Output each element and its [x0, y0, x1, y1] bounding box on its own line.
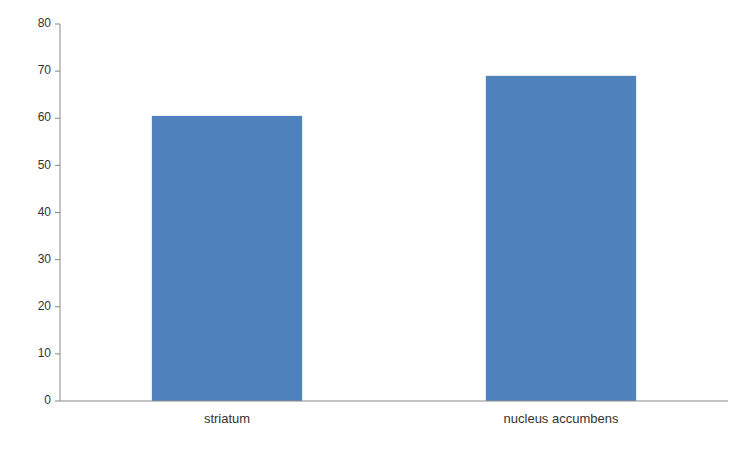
y-tick-label: 30	[38, 252, 52, 266]
chart: 0 10 20 30 40 50 60 70 80 striatum nucleus accumbe…	[0, 0, 752, 451]
y-axis: 0 10 20 30 40 50 60 70 80	[38, 16, 60, 407]
bars	[152, 76, 636, 401]
y-tick	[55, 71, 60, 72]
y-tick-label: 0	[44, 393, 51, 407]
bar	[152, 116, 302, 401]
y-tick-label: 10	[38, 346, 52, 360]
page: {"chart_data": {"type": "bar", "categori…	[0, 0, 752, 451]
y-tick	[55, 259, 60, 260]
y-tick	[55, 118, 60, 119]
y-tick-label: 40	[38, 205, 52, 219]
y-tick	[55, 306, 60, 307]
y-tick	[55, 165, 60, 166]
y-tick	[55, 212, 60, 213]
y-tick	[55, 401, 60, 402]
y-tick-label: 50	[38, 158, 52, 172]
x-axis-line	[60, 401, 728, 402]
bar	[486, 76, 636, 401]
y-axis-line	[60, 24, 61, 401]
y-tick	[55, 353, 60, 354]
y-tick	[55, 24, 60, 25]
x-tick-label: nucleus accumbens	[504, 411, 619, 426]
y-tick-label: 60	[38, 110, 52, 124]
x-tick-label: striatum	[204, 411, 250, 426]
y-tick-label: 70	[38, 63, 52, 77]
chart-container: 0 10 20 30 40 50 60 70 80 striatum nucleus accumbe…	[0, 0, 752, 451]
y-tick-label: 20	[38, 299, 52, 313]
x-axis: striatum nucleus accumbens	[204, 411, 619, 426]
y-tick-label: 80	[38, 16, 52, 30]
